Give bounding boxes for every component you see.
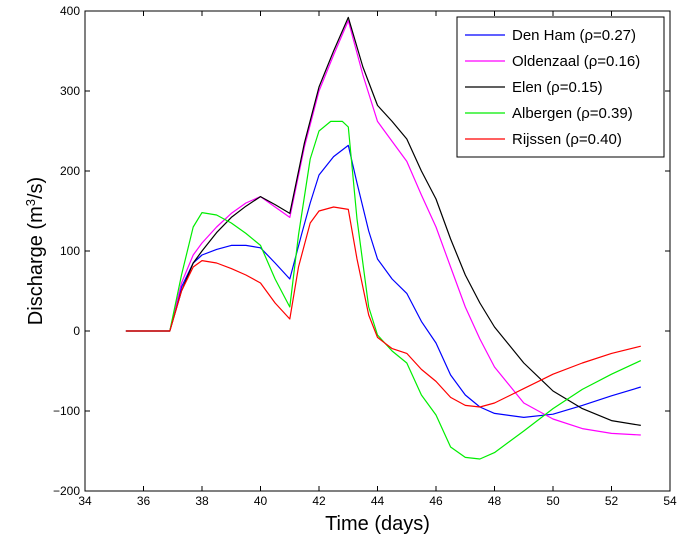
y-tick-label: −200 — [53, 484, 80, 498]
x-tick-label: 50 — [546, 494, 560, 508]
plot-lines — [125, 16, 642, 460]
legend-label: Oldenzaal (ρ=0.16) — [512, 53, 640, 70]
x-tick-label: 44 — [371, 494, 385, 508]
x-tick-label: 36 — [137, 494, 151, 508]
axis-ticks: 34 36 38 40 42 44 46 48 50 52 54 −200 −100 0 100 200 300… — [53, 4, 677, 508]
y-tick-label: 200 — [60, 164, 80, 178]
x-tick-label: 48 — [488, 494, 502, 508]
y-tick-label: 400 — [60, 4, 80, 18]
series-line-1 — [125, 144, 641, 418]
x-axis-label: Time (days) — [325, 513, 430, 535]
y-axis-label: Discharge (m3/s) — [23, 177, 48, 325]
x-tick-label: 40 — [254, 494, 268, 508]
series-line-5 — [125, 206, 641, 408]
legend-label: Elen (ρ=0.15) — [512, 79, 603, 96]
x-tick-label: 34 — [78, 494, 92, 508]
legend-label: Rijssen (ρ=0.40) — [512, 131, 622, 148]
series-line-3 — [125, 16, 641, 426]
y-tick-label: 100 — [60, 244, 80, 258]
y-tick-label: −100 — [53, 404, 80, 418]
y-axis-label-suffix: /s) — [25, 177, 47, 199]
series-line-2 — [125, 20, 641, 436]
y-tick-label: 0 — [73, 324, 80, 338]
y-tick-label: 300 — [60, 84, 80, 98]
legend-label: Den Ham (ρ=0.27) — [512, 27, 636, 44]
legend: Den Ham (ρ=0.27) Oldenzaal (ρ=0.16) Elen (… — [456, 16, 665, 158]
x-tick-label: 46 — [429, 494, 443, 508]
x-tick-label: 52 — [605, 494, 619, 508]
x-tick-label: 54 — [663, 494, 677, 508]
x-tick-label: 38 — [195, 494, 209, 508]
legend-label: Albergen (ρ=0.39) — [512, 105, 633, 122]
series-line-4 — [125, 120, 642, 460]
x-tick-label: 42 — [312, 494, 326, 508]
y-axis-label-superscript: 3 — [23, 199, 38, 206]
y-axis-label-prefix: Discharge (m — [25, 206, 47, 325]
